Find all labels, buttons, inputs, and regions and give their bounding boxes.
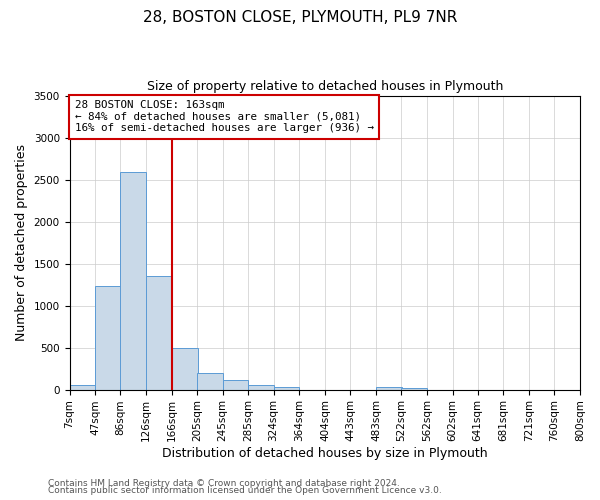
Y-axis label: Number of detached properties: Number of detached properties <box>15 144 28 341</box>
Bar <box>146 276 172 390</box>
Bar <box>70 386 95 390</box>
Bar <box>223 380 248 390</box>
Bar <box>121 172 146 390</box>
Bar <box>95 286 121 390</box>
Bar <box>172 348 197 390</box>
Bar <box>197 373 223 390</box>
Text: 28, BOSTON CLOSE, PLYMOUTH, PL9 7NR: 28, BOSTON CLOSE, PLYMOUTH, PL9 7NR <box>143 10 457 25</box>
Bar <box>248 386 274 390</box>
X-axis label: Distribution of detached houses by size in Plymouth: Distribution of detached houses by size … <box>162 447 488 460</box>
Text: Contains public sector information licensed under the Open Government Licence v3: Contains public sector information licen… <box>48 486 442 495</box>
Title: Size of property relative to detached houses in Plymouth: Size of property relative to detached ho… <box>146 80 503 93</box>
Text: Contains HM Land Registry data © Crown copyright and database right 2024.: Contains HM Land Registry data © Crown c… <box>48 478 400 488</box>
Bar <box>401 388 427 390</box>
Text: 28 BOSTON CLOSE: 163sqm
← 84% of detached houses are smaller (5,081)
16% of semi: 28 BOSTON CLOSE: 163sqm ← 84% of detache… <box>74 100 374 133</box>
Bar <box>274 387 299 390</box>
Bar <box>376 387 401 390</box>
